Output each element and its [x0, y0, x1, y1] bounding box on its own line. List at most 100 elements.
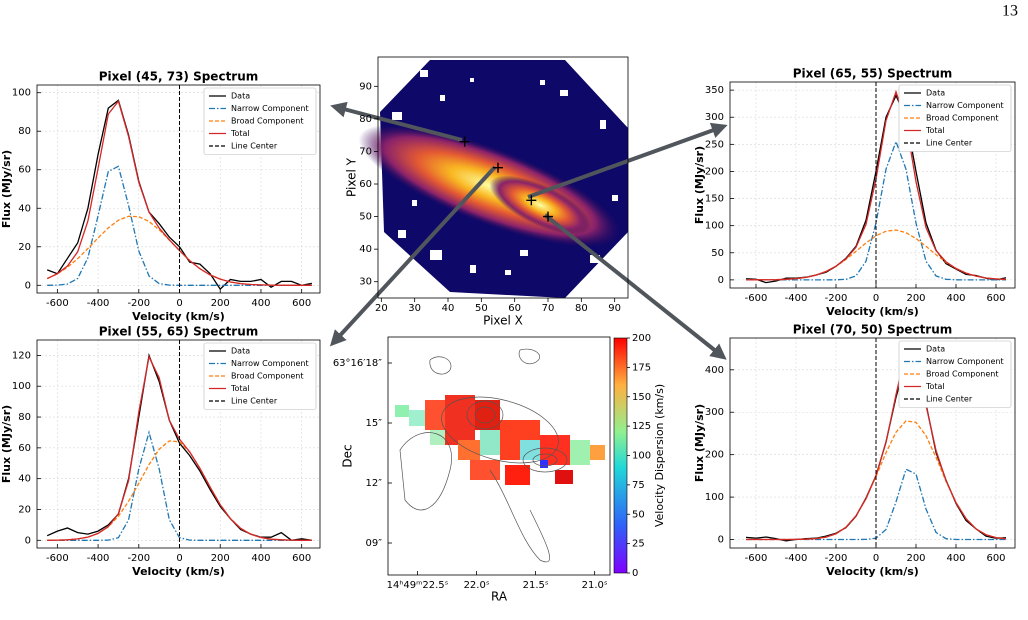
series-line	[745, 94, 1007, 284]
legend-label: Broad Component	[926, 114, 998, 123]
colorbar-tick-label: 175	[632, 362, 651, 373]
y-tick-label: 30	[359, 277, 372, 288]
y-tick-label: 80	[18, 412, 31, 423]
x-tick-label: 0	[176, 298, 182, 309]
y-tick-label: 400	[705, 365, 724, 376]
y-tick-label: 250	[705, 139, 724, 150]
y-tick-label: 80	[18, 126, 31, 137]
y-tick-label: 350	[705, 85, 724, 96]
x-axis-label: Velocity (km/s)	[826, 565, 919, 578]
legend-label: Line Center	[926, 139, 973, 148]
x-tick-label: 600	[292, 553, 311, 564]
plot-frame	[36, 84, 321, 294]
arrows	[329, 101, 728, 360]
y-tick-label: 50	[359, 212, 372, 223]
x-tick-label: 30	[408, 303, 421, 314]
x-tick-label: -200	[127, 553, 150, 564]
y-tick-label: 60	[18, 165, 31, 176]
x-tick-label: 200	[906, 293, 925, 304]
y-tick-label: 0	[718, 275, 724, 286]
colorbar-tick-label: 200	[632, 333, 651, 344]
x-axis-label: Velocity (km/s)	[132, 565, 225, 578]
legend-label: Data	[926, 345, 945, 354]
y-tick-label: 200	[705, 166, 724, 177]
x-tick-label: 80	[575, 303, 588, 314]
legend-label: Narrow Component	[231, 359, 309, 368]
legend-label: Data	[926, 89, 945, 98]
x-tick-label: 90	[608, 303, 621, 314]
plot-frame	[729, 337, 1016, 549]
x-tick-label: 400	[251, 553, 270, 564]
x-tick-label: -200	[127, 298, 150, 309]
y-tick-label: 300	[705, 112, 724, 123]
x-tick-label: 400	[251, 298, 270, 309]
y-axis-label: Dec	[341, 444, 355, 467]
y-tick-label: 90	[359, 81, 372, 92]
x-tick-label: -200	[825, 553, 848, 564]
x-tick-label: -400	[87, 553, 110, 564]
x-tick-label: 40	[442, 303, 455, 314]
legend-label: Narrow Component	[926, 357, 1004, 366]
x-axis-label: Velocity (km/s)	[826, 305, 919, 318]
x-tick-label: 70	[542, 303, 555, 314]
y-axis-label: Flux (MJy/sr)	[693, 146, 706, 224]
x-tick-label: 600	[292, 298, 311, 309]
colorbar-tick-label: 125	[632, 421, 651, 432]
x-tick-label: 400	[946, 293, 965, 304]
x-tick-label: -600	[745, 293, 768, 304]
y-axis-label: Flux (MJy/sr)	[693, 404, 706, 482]
x-tick-label: 20	[375, 303, 388, 314]
y-tick-label: 0	[25, 535, 31, 546]
legend-label: Total	[230, 129, 250, 138]
y-tick-label: 80	[359, 114, 372, 125]
y-tick-label: 20	[18, 504, 31, 515]
legend-label: Line Center	[926, 395, 973, 404]
x-tick-label: 200	[211, 298, 230, 309]
x-tick-label: 14ʰ49ᵐ22.5ˢ	[387, 580, 449, 591]
x-tick-label: 50	[475, 303, 488, 314]
y-tick-label: 150	[705, 194, 724, 205]
pixel-marker	[493, 162, 503, 173]
x-tick-label: -400	[87, 298, 110, 309]
y-tick-label: 60	[359, 179, 372, 190]
plot-frame	[36, 339, 321, 549]
x-tick-label: 21.5ˢ	[523, 580, 549, 591]
page-number: 13	[1002, 3, 1018, 20]
x-tick-label: 60	[508, 303, 521, 314]
x-tick-label: 200	[211, 553, 230, 564]
pixel-marker	[526, 195, 537, 206]
y-tick-label: 300	[705, 407, 724, 418]
plot-frame	[729, 81, 1016, 289]
y-tick-label: 0	[25, 280, 31, 291]
y-tick-label: 12″	[366, 478, 383, 489]
x-axis-label: Pixel X	[483, 314, 523, 328]
y-tick-label: 100	[12, 381, 31, 392]
x-tick-label: 400	[946, 553, 965, 564]
colorbar-tick-label: 150	[632, 392, 651, 403]
series-line	[746, 139, 1006, 281]
y-tick-label: 200	[705, 450, 724, 461]
x-tick-label: -600	[46, 553, 69, 564]
legend-box	[203, 342, 317, 410]
x-tick-label: -600	[46, 298, 69, 309]
legend-box	[203, 87, 317, 155]
y-tick-label: 63°16′18″	[333, 358, 382, 369]
legend-label: Narrow Component	[231, 104, 309, 113]
x-tick-label: 200	[906, 553, 925, 564]
legend-label: Total	[925, 126, 945, 135]
chart-title: Pixel (45, 73) Spectrum	[99, 70, 259, 84]
y-tick-label: 20	[18, 242, 31, 253]
plot-frame	[387, 336, 611, 576]
legend-label: Broad Component	[231, 117, 303, 126]
y-tick-label: 100	[12, 88, 31, 99]
y-tick-label: 100	[705, 221, 724, 232]
y-tick-label: 15″	[366, 418, 383, 429]
legend-label: Line Center	[231, 397, 278, 406]
x-tick-label: 22.0ˢ	[464, 580, 490, 591]
legend-label: Broad Component	[231, 372, 303, 381]
plot-frame	[377, 56, 629, 299]
chart-title: Pixel (65, 55) Spectrum	[793, 67, 953, 81]
series-line	[47, 429, 312, 541]
legend-label: Broad Component	[926, 370, 998, 379]
